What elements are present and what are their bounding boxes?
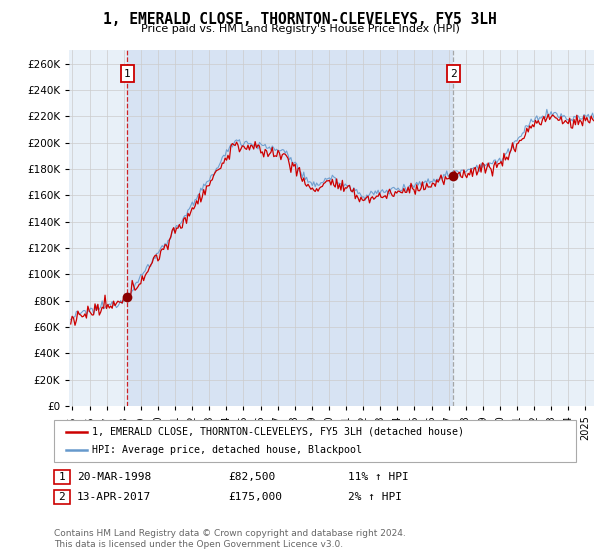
Text: 2: 2 — [450, 68, 457, 78]
Text: 13-APR-2017: 13-APR-2017 — [77, 492, 151, 502]
Text: 2% ↑ HPI: 2% ↑ HPI — [348, 492, 402, 502]
Text: Contains HM Land Registry data © Crown copyright and database right 2024.
This d: Contains HM Land Registry data © Crown c… — [54, 529, 406, 549]
Text: 1, EMERALD CLOSE, THORNTON-CLEVELEYS, FY5 3LH: 1, EMERALD CLOSE, THORNTON-CLEVELEYS, FY… — [103, 12, 497, 27]
Text: 1: 1 — [124, 68, 131, 78]
Text: 11% ↑ HPI: 11% ↑ HPI — [348, 472, 409, 482]
Bar — [127, 50, 454, 406]
Text: 20-MAR-1998: 20-MAR-1998 — [77, 472, 151, 482]
Text: 2: 2 — [58, 492, 65, 502]
Text: £175,000: £175,000 — [228, 492, 282, 502]
Text: 1, EMERALD CLOSE, THORNTON-CLEVELEYS, FY5 3LH (detached house): 1, EMERALD CLOSE, THORNTON-CLEVELEYS, FY… — [92, 427, 464, 437]
Text: Price paid vs. HM Land Registry's House Price Index (HPI): Price paid vs. HM Land Registry's House … — [140, 24, 460, 34]
Text: HPI: Average price, detached house, Blackpool: HPI: Average price, detached house, Blac… — [92, 445, 362, 455]
Text: 1: 1 — [58, 472, 65, 482]
Text: £82,500: £82,500 — [228, 472, 275, 482]
